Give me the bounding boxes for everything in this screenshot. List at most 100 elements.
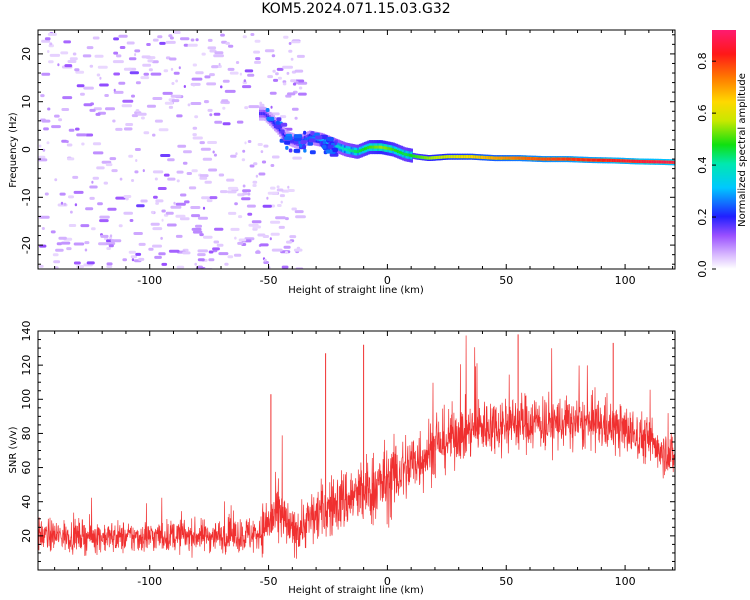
noise-cell bbox=[239, 72, 242, 76]
ridge-core-cell bbox=[566, 157, 570, 161]
noise-cell bbox=[130, 255, 137, 259]
noise-cell bbox=[246, 204, 256, 208]
noise-cell bbox=[123, 67, 132, 71]
noise-cell bbox=[152, 227, 163, 231]
noise-cell bbox=[242, 81, 248, 85]
noise-cell bbox=[184, 200, 190, 204]
ridge-core-cell bbox=[477, 155, 480, 159]
noise-cell bbox=[243, 79, 247, 83]
ridge-core-cell bbox=[438, 155, 442, 159]
noise-cell bbox=[191, 227, 202, 231]
noise-cell bbox=[269, 91, 277, 95]
noise-cell bbox=[81, 142, 85, 146]
noise-cell bbox=[54, 114, 60, 118]
ridge-core-cell bbox=[358, 149, 362, 153]
noise-cell bbox=[263, 261, 269, 264]
ridge-core-cell bbox=[548, 157, 552, 161]
noise-cell bbox=[84, 248, 88, 252]
ridge-core-cell bbox=[616, 159, 620, 163]
noise-cell bbox=[170, 94, 182, 98]
noise-cell bbox=[54, 178, 58, 182]
ridge-core-cell bbox=[611, 159, 615, 162]
noise-cell bbox=[259, 103, 265, 107]
noise-cell bbox=[186, 172, 192, 175]
noise-cell bbox=[177, 144, 187, 148]
ridge-core-cell bbox=[671, 160, 675, 164]
noise-cell bbox=[275, 216, 286, 220]
noise-cell bbox=[264, 49, 275, 53]
noise-cell bbox=[137, 112, 147, 116]
noise-cell bbox=[286, 240, 293, 244]
noise-cell bbox=[287, 185, 290, 189]
ridge-core-cell bbox=[378, 145, 382, 149]
noise-cell bbox=[270, 105, 273, 109]
noise-cell bbox=[91, 227, 96, 231]
noise-cell bbox=[58, 118, 63, 122]
noise-cell bbox=[272, 69, 276, 73]
ridge-core-cell bbox=[581, 158, 585, 162]
noise-cell bbox=[168, 249, 180, 253]
noise-cell bbox=[207, 38, 213, 42]
noise-cell bbox=[171, 82, 175, 85]
noise-cell bbox=[47, 32, 57, 36]
noise-cell bbox=[128, 154, 134, 158]
ridge-core-cell bbox=[262, 112, 265, 116]
ridge-core-cell bbox=[475, 155, 478, 159]
noise-cell bbox=[38, 215, 50, 219]
noise-cell bbox=[125, 123, 134, 126]
ridge-core-cell bbox=[407, 153, 410, 157]
noise-cell bbox=[72, 52, 77, 56]
cluster-cell bbox=[300, 140, 307, 145]
noise-cell bbox=[138, 257, 145, 261]
cluster-cell bbox=[307, 141, 313, 146]
noise-cell bbox=[150, 72, 162, 76]
noise-cell bbox=[279, 115, 287, 119]
noise-cell bbox=[228, 44, 234, 48]
noise-cell bbox=[161, 218, 164, 222]
noise-cell bbox=[121, 104, 133, 108]
noise-cell bbox=[158, 128, 169, 132]
ridge-core-cell bbox=[553, 157, 556, 161]
x-tick-label: 100 bbox=[615, 274, 636, 287]
ridge-core-cell bbox=[367, 146, 370, 150]
noise-cell bbox=[111, 169, 118, 173]
ridge-core-cell bbox=[360, 148, 363, 152]
noise-cell bbox=[270, 186, 276, 190]
ridge-core-cell bbox=[493, 156, 497, 160]
ridge-core-cell bbox=[363, 147, 367, 151]
cluster-cell bbox=[299, 143, 303, 148]
noise-cell bbox=[167, 158, 175, 162]
noise-cell bbox=[191, 169, 198, 173]
ridge-core-cell bbox=[498, 156, 502, 160]
noise-cell bbox=[190, 206, 201, 209]
ridge-core-cell bbox=[565, 157, 568, 161]
y-tick-label: 0 bbox=[20, 146, 33, 153]
noise-cell bbox=[271, 54, 276, 58]
noise-cell bbox=[74, 68, 80, 72]
noise-cell bbox=[131, 94, 135, 98]
noise-cell bbox=[160, 236, 163, 240]
noise-cell bbox=[209, 73, 215, 77]
noise-cell bbox=[173, 201, 176, 205]
noise-cell bbox=[106, 262, 113, 266]
ridge-core-cell bbox=[573, 157, 576, 161]
noise-cell bbox=[242, 149, 246, 153]
noise-cell bbox=[83, 103, 93, 107]
noise-cell bbox=[161, 209, 166, 213]
noise-cell bbox=[165, 211, 174, 215]
noise-cell bbox=[113, 37, 119, 41]
ridge-core-cell bbox=[260, 112, 264, 116]
noise-cell bbox=[209, 196, 218, 200]
cluster-cell bbox=[309, 138, 316, 143]
cluster-cell bbox=[326, 137, 334, 141]
noise-cell bbox=[138, 242, 146, 246]
noise-cell bbox=[199, 233, 204, 237]
ridge-core-cell bbox=[535, 157, 538, 161]
ridge-core-cell bbox=[502, 156, 505, 160]
noise-cell bbox=[194, 115, 199, 119]
noise-cell bbox=[262, 204, 272, 208]
noise-cell bbox=[290, 79, 297, 83]
noise-cell bbox=[204, 75, 211, 79]
noise-cell bbox=[220, 190, 228, 194]
ridge-core-cell bbox=[463, 155, 467, 159]
